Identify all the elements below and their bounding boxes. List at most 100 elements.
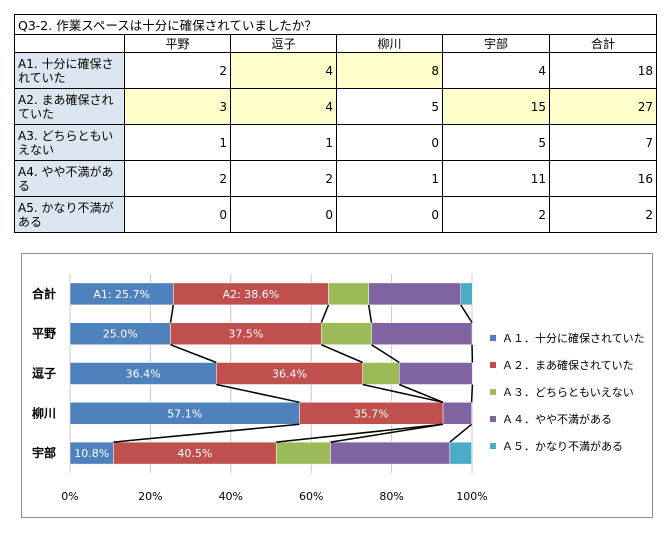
table-cell: 0 (336, 124, 443, 161)
category-label: 合計 (32, 286, 56, 301)
series-line (320, 344, 363, 364)
series-line (362, 383, 444, 404)
data-label: 57.1% (167, 407, 202, 420)
legend-swatch (490, 362, 496, 368)
table-title: Q3-2. 作業スペースは十分に確保されていましたか？ (13, 14, 658, 35)
table-cell: 1 (336, 160, 443, 197)
bar-segment (442, 402, 472, 425)
table-row: A4. やや不満がある 2 2 1 11 16 (14, 160, 658, 197)
category-label: 平野 (32, 327, 56, 341)
data-label: 36.4% (272, 368, 307, 381)
legend-swatch (490, 389, 496, 395)
table-row: A2. まあ確保されていた 3 4 5 15 27 (14, 88, 658, 125)
table-cell: 2 (124, 52, 231, 89)
series-line (113, 423, 300, 443)
legend-swatch (490, 335, 496, 341)
table-cell: 5 (442, 124, 550, 161)
table-cell: 5 (336, 88, 443, 125)
series-line (216, 383, 300, 404)
series-line (470, 384, 474, 403)
category-label: 逗子 (32, 366, 56, 381)
table-row: A3. どちらともいえない 1 1 0 5 7 (14, 124, 658, 161)
table-cell: 2 (548, 196, 658, 233)
series-line (169, 304, 175, 323)
column-header: 平野 (124, 34, 231, 53)
data-label: 25.0% (103, 328, 138, 341)
legend-entry: Ａ１．十分に確保されていた (502, 331, 645, 345)
table-cell: 16 (548, 160, 658, 197)
row-label: A4. やや不満がある (14, 160, 125, 197)
column-header: 柳川 (336, 34, 443, 53)
x-tick-label: 100% (456, 490, 487, 503)
row-label: A3. どちらともいえない (14, 124, 125, 161)
x-tick-label: 60% (299, 490, 323, 503)
table-cell: 2 (442, 196, 550, 233)
x-tick-label: 80% (379, 490, 403, 503)
legend-entry: Ａ４．やや不満がある (502, 412, 612, 426)
bar-segment (460, 282, 473, 306)
series-line (320, 304, 330, 323)
results-table: Q3-2. 作業スペースは十分に確保されていましたか？ 平野 逗子 柳川 宇部 合計 A… (13, 14, 658, 233)
data-label: 40.5% (177, 447, 212, 460)
table-cell: 0 (124, 196, 231, 233)
legend-entry: Ａ５．かなり不満がある (502, 439, 623, 453)
table-cell: 7 (548, 124, 658, 161)
data-label: A2: 38.6% (223, 288, 280, 301)
bar-segment (328, 282, 369, 306)
series-line (460, 304, 473, 324)
row-label: A1. 十分に確保されていた (14, 52, 125, 89)
bar-segment (330, 441, 451, 465)
table-cell: 4 (442, 52, 550, 89)
table-cell: 3 (124, 88, 231, 125)
column-header: 宇部 (442, 34, 550, 53)
series-line (449, 423, 473, 443)
table-row: A1. 十分に確保されていた 2 4 8 4 18 (14, 52, 658, 89)
table-cell: 8 (336, 52, 443, 89)
x-tick-label: 20% (138, 490, 162, 503)
series-line (330, 423, 444, 443)
bar-segment (362, 362, 400, 385)
table-cell: 2 (124, 160, 231, 197)
bar-segment (368, 282, 461, 306)
header-corner (14, 34, 125, 53)
table-cell: 4 (230, 88, 337, 125)
table-cell: 4 (230, 52, 337, 89)
chart-area: 0% 20% 40% 60% 80% 100% 合計平野逗子柳川宇部 A1: 25.7% A2:… (21, 253, 653, 518)
legend-entry: Ａ２．まあ確保されていた (502, 358, 634, 372)
table-cell: 2 (230, 160, 337, 197)
bar-segment (321, 322, 372, 345)
series-line (276, 423, 444, 443)
table-cell: 0 (336, 196, 443, 233)
data-label: A1: 25.7% (93, 288, 150, 301)
legend-entry: Ａ３．どちらともいえない (502, 386, 634, 399)
bar-segment (371, 322, 473, 345)
table-row: A5. かなり不満がある 0 0 0 2 2 (14, 196, 658, 233)
data-label: 35.7% (354, 407, 389, 420)
table-cell: 15 (442, 88, 550, 125)
legend-swatch (490, 416, 496, 422)
bar-segment (449, 441, 472, 465)
bar-segment (398, 362, 473, 385)
category-label: 柳川 (32, 405, 56, 420)
column-header: 逗子 (230, 34, 337, 53)
table-cell: 1 (124, 124, 231, 161)
category-label: 宇部 (32, 445, 56, 460)
table-cell: 11 (442, 160, 550, 197)
data-label: 36.4% (126, 368, 161, 381)
series-line (367, 304, 373, 323)
data-label: 10.8% (74, 447, 109, 460)
series-line (371, 344, 400, 364)
table-cell: 0 (230, 196, 337, 233)
column-header: 合計 (548, 34, 658, 53)
legend-swatch (490, 443, 496, 449)
table-cell: 18 (548, 52, 658, 89)
series-line (170, 344, 217, 364)
x-tick-label: 40% (219, 490, 243, 503)
row-label: A5. かなり不満がある (14, 196, 125, 233)
table-header-row: 平野 逗子 柳川 宇部 合計 (14, 34, 658, 53)
table-cell: 1 (230, 124, 337, 161)
bar-segment (275, 441, 331, 465)
table-cell: 27 (548, 88, 658, 125)
x-tick-label: 0% (61, 490, 78, 503)
